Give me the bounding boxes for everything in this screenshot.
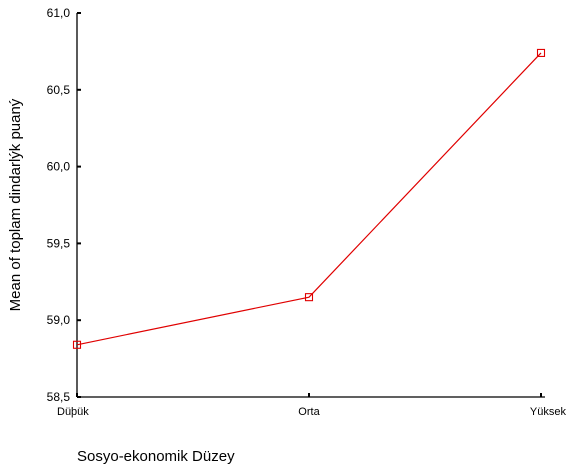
axes	[76, 13, 545, 398]
x-tick-label: Düþük	[57, 406, 89, 418]
y-tick-label: 58,5	[47, 390, 71, 404]
series-group	[72, 48, 546, 349]
y-tick-label: 61,0	[47, 6, 71, 20]
data-point-marker	[536, 48, 546, 57]
y-axis-title: Mean of toplam dindarlýk puaný	[7, 98, 24, 311]
data-point-marker	[72, 340, 82, 349]
y-ticks: 58,5 59,0 59,5 60,0 60,5 61,0	[47, 6, 81, 404]
y-tick-label: 60,0	[47, 160, 71, 174]
y-tick-label: 60,5	[47, 83, 71, 97]
series-line	[76, 52, 542, 346]
data-point-marker	[304, 293, 314, 302]
x-ticks: Düþük Orta Yüksek	[57, 393, 566, 418]
y-tick-label: 59,5	[47, 236, 71, 250]
x-tick-label: Orta	[298, 406, 320, 418]
x-axis-title: Sosyo-ekonomik Düzey	[77, 448, 235, 465]
x-tick-label: Yüksek	[530, 406, 566, 418]
y-tick-label: 59,0	[47, 313, 71, 327]
